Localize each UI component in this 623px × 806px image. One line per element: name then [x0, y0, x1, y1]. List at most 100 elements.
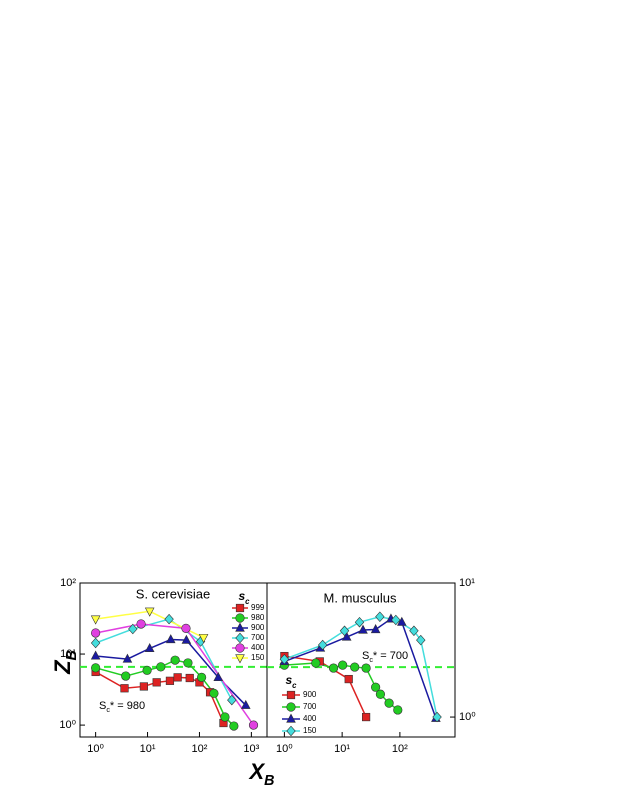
marker	[240, 699, 251, 709]
legend-marker	[235, 622, 245, 632]
x-tick-label: 10¹	[334, 743, 350, 755]
marker	[139, 682, 148, 691]
legend-marker	[286, 725, 296, 737]
series-line	[95, 638, 247, 706]
legend-label: 900	[303, 690, 317, 699]
marker	[213, 671, 224, 681]
marker	[279, 653, 290, 665]
marker	[384, 698, 394, 708]
marker	[209, 688, 219, 698]
marker	[227, 694, 237, 706]
series-line	[95, 659, 235, 727]
x-tick-label: 10⁰	[276, 743, 293, 755]
annotation: Sc* = 980	[99, 700, 145, 714]
marker	[91, 628, 101, 638]
marker	[90, 650, 101, 660]
marker	[144, 642, 155, 653]
legend-label: 400	[303, 714, 317, 723]
marker	[393, 705, 403, 715]
marker	[358, 624, 368, 634]
marker	[142, 665, 152, 675]
annotation-part: * = 700	[373, 650, 408, 662]
marker	[220, 712, 230, 722]
legend-label: 700	[303, 702, 317, 711]
legend-title: sc	[238, 589, 250, 605]
marker	[361, 663, 371, 673]
marker	[311, 658, 321, 668]
marker	[354, 616, 365, 628]
marker	[121, 671, 131, 681]
legend-label: 900	[251, 623, 265, 632]
y-tick-label: 10²	[60, 577, 76, 589]
marker	[391, 614, 401, 626]
legend-title-part: c	[292, 681, 297, 690]
marker	[432, 711, 442, 723]
annotation-part: S	[362, 650, 369, 662]
y-axis-label: ZB	[50, 650, 80, 675]
legend-title-part: s	[238, 589, 245, 603]
series-line	[284, 662, 399, 711]
annotation-part: c	[369, 656, 373, 664]
plot-area	[279, 611, 442, 723]
panel-title: M. musculus	[324, 590, 397, 605]
marker	[362, 712, 371, 722]
marker	[156, 662, 166, 672]
legend-title: sc	[285, 673, 297, 689]
legend-marker	[235, 613, 245, 623]
legend-marker	[286, 690, 296, 700]
marker	[339, 625, 350, 637]
marker	[416, 634, 426, 646]
marker	[375, 611, 385, 623]
y-tick-label: 10⁰	[459, 711, 476, 723]
x-axis-label-part: B	[264, 773, 274, 789]
marker	[90, 637, 101, 649]
plot-frame	[266, 582, 456, 738]
marker	[397, 616, 407, 626]
x-tick-label: 10³	[243, 743, 259, 755]
legend-label: 150	[303, 726, 317, 735]
x-tick-label: 10²	[392, 743, 408, 755]
marker	[181, 634, 192, 644]
marker	[409, 625, 419, 637]
marker	[317, 639, 328, 651]
legend-marker	[235, 632, 245, 644]
marker	[165, 676, 175, 685]
marker	[128, 623, 138, 635]
plot-area	[90, 607, 259, 731]
legend-marker	[286, 702, 296, 712]
legend-marker	[235, 654, 245, 664]
marker	[165, 634, 176, 644]
marker	[91, 663, 101, 673]
marker	[338, 660, 348, 670]
x-tick-label: 10²	[192, 743, 208, 755]
marker	[248, 720, 259, 730]
legend-label: 400	[251, 643, 265, 652]
x-axis-label-part: X	[247, 759, 265, 784]
marker	[152, 678, 161, 687]
y-tick-label: 10⁰	[59, 719, 76, 731]
panel-title: S. cerevisiae	[136, 586, 210, 601]
marker	[122, 653, 133, 663]
marker	[185, 673, 194, 683]
legend-marker	[286, 713, 296, 723]
marker	[375, 689, 386, 699]
marker	[90, 615, 101, 625]
marker	[198, 634, 209, 644]
y-tick-label: 10¹	[459, 577, 475, 589]
marker	[183, 658, 193, 668]
legend-label: 980	[251, 613, 265, 622]
annotation: Sc* = 700	[362, 650, 408, 664]
marker	[144, 607, 155, 617]
marker	[229, 721, 239, 731]
annotation-part: S	[99, 700, 106, 712]
y-axis-label-part: B	[64, 650, 80, 660]
marker	[173, 673, 182, 682]
legend-label: 999	[251, 603, 265, 612]
annotation-part: c	[106, 706, 110, 714]
x-tick-label: 10⁰	[87, 743, 104, 755]
marker	[181, 623, 191, 633]
marker	[164, 613, 174, 625]
legend-label: 150	[251, 653, 265, 662]
legend-label: 700	[251, 633, 265, 642]
